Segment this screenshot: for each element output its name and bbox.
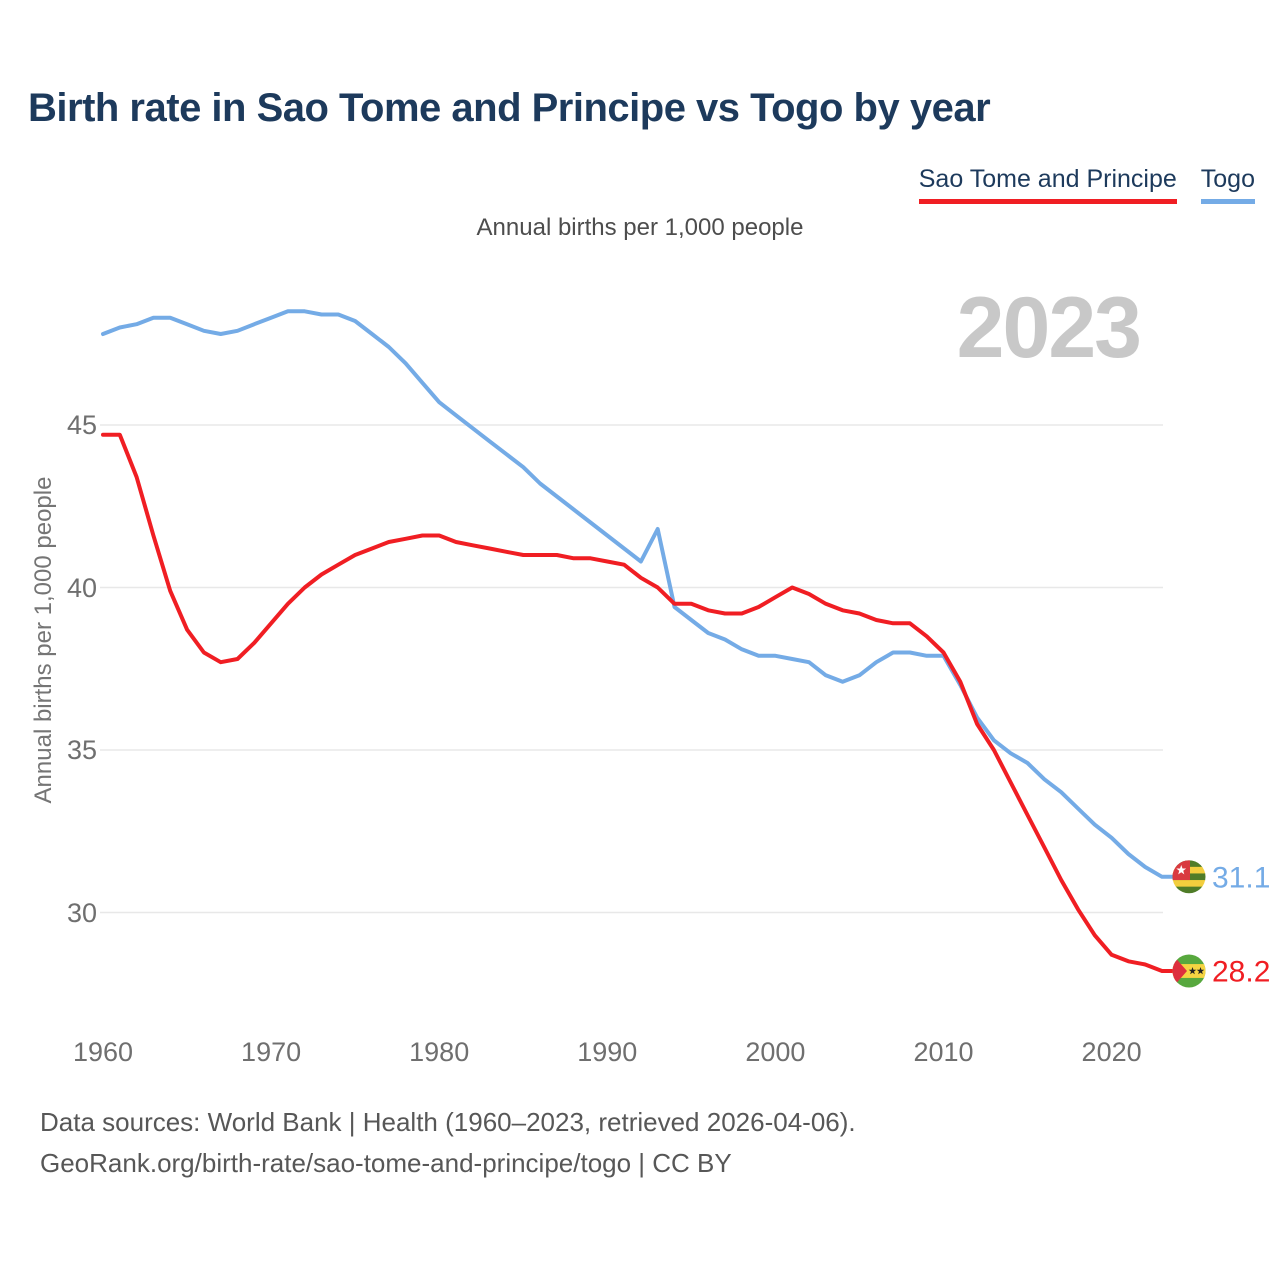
x-tick-2000: 2000 <box>745 1037 806 1067</box>
sao-tome-line <box>101 432 1174 973</box>
x-tick-2020: 2020 <box>1081 1037 1142 1067</box>
togo-line <box>101 309 1174 879</box>
x-tick-1980: 1980 <box>409 1037 470 1067</box>
legend-item-togo[interactable]: Togo <box>1200 165 1255 204</box>
y-tick-30: 30 <box>66 897 97 928</box>
sao-tome-end-value-label: 28.2 <box>1212 956 1270 989</box>
footer: Data sources: World Bank | Health (1960–… <box>40 1102 856 1184</box>
y-tick-45: 45 <box>66 410 97 440</box>
x-tick-1970: 1970 <box>241 1037 302 1067</box>
togo-flag-icon <box>1172 860 1206 894</box>
x-tick-1990: 1990 <box>577 1037 638 1067</box>
y-tick-40: 40 <box>66 572 97 603</box>
y-tick-35: 35 <box>66 735 97 765</box>
footer-url: GeoRank.org/birth-rate/sao-tome-and-prin… <box>40 1148 732 1178</box>
legend-item-sao-tome[interactable]: Sao Tome and Principe <box>918 165 1177 204</box>
x-tick-1960: 1960 <box>72 1037 134 1067</box>
page-title: Birth rate in Sao Tome and Principe vs T… <box>28 86 991 130</box>
togo-end-value-label: 31.1 <box>1212 861 1270 894</box>
year-watermark: 2023 <box>956 280 1142 376</box>
legend: Sao Tome and Principe Togo <box>918 165 1255 204</box>
x-tick-2010: 2010 <box>913 1037 974 1067</box>
chart-unit-subtitle: Annual births per 1,000 people <box>476 214 804 241</box>
sao-tome-flag-icon <box>1172 954 1206 988</box>
footer-data-sources: Data sources: World Bank | Health (1960–… <box>40 1107 856 1137</box>
gridlines <box>100 424 1163 914</box>
